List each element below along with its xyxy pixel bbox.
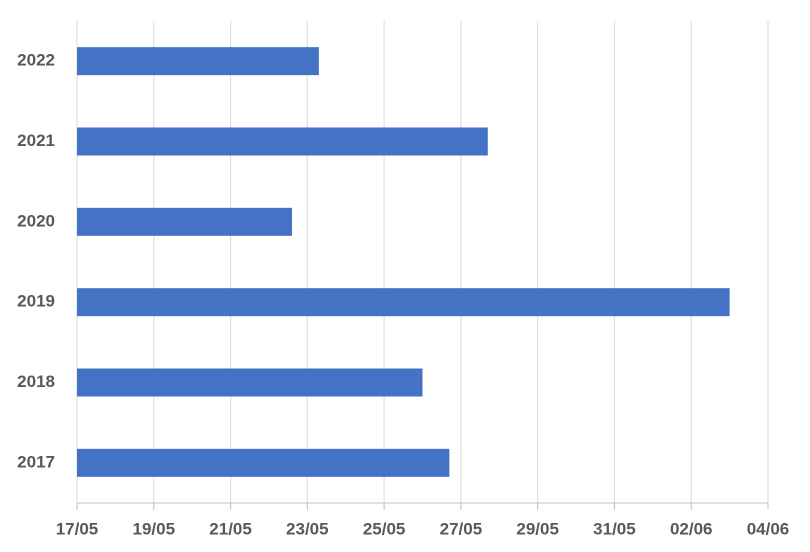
x-tick-label: 19/05 [133, 519, 176, 538]
y-tick-label: 2017 [17, 452, 55, 471]
y-tick-label: 2022 [17, 51, 55, 70]
y-tick-label: 2019 [17, 292, 55, 311]
x-tick-label: 17/05 [56, 519, 99, 538]
x-tick-label: 29/05 [516, 519, 559, 538]
x-tick-label: 31/05 [593, 519, 636, 538]
bar [77, 368, 423, 397]
bar [77, 127, 488, 156]
x-tick-label: 02/06 [670, 519, 713, 538]
x-tick-label: 25/05 [363, 519, 406, 538]
y-tick-label: 2020 [17, 211, 55, 230]
x-tick-label: 21/05 [209, 519, 252, 538]
x-tick-label: 04/06 [747, 519, 790, 538]
y-tick-label: 2018 [17, 372, 55, 391]
y-tick-label: 2021 [17, 131, 55, 150]
bar [77, 207, 292, 236]
bar [77, 47, 319, 76]
x-tick-label: 23/05 [286, 519, 329, 538]
bar [77, 288, 730, 317]
x-tick-label: 27/05 [440, 519, 483, 538]
bar [77, 448, 450, 477]
